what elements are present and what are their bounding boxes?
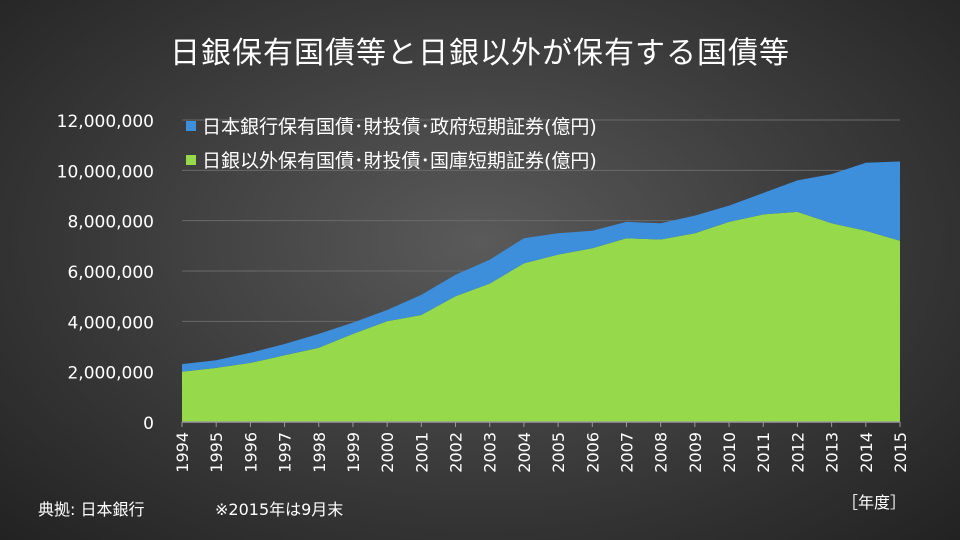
chart-title: 日銀保有国債等と日銀以外が保有する国債等 — [170, 36, 790, 71]
x-tick-label: 1996 — [241, 432, 260, 473]
x-tick-label: 2010 — [720, 432, 739, 473]
x-tick-label: 1999 — [344, 432, 363, 473]
x-tick-label: 2001 — [412, 432, 431, 473]
y-tick-label: 8,000,000 — [67, 213, 154, 233]
x-tick-label: 2005 — [549, 432, 568, 473]
x-tick-label: 2011 — [754, 432, 773, 473]
y-tick-label: 2,000,000 — [67, 364, 154, 384]
x-tick-label: 2000 — [378, 432, 397, 473]
x-tick-label: 2009 — [686, 432, 705, 473]
x-tick-label: 2015 — [891, 432, 910, 473]
x-tick-label: 2002 — [447, 432, 466, 473]
legend-swatch — [186, 155, 196, 165]
legend-label: 日銀以外保有国債･財投債･国庫短期証券(億円) — [202, 150, 597, 172]
y-tick-label: 6,000,000 — [67, 263, 154, 283]
series-area-others — [182, 211, 900, 422]
y-axis: 0 2,000,000 4,000,000 6,000,000 8,000,000 10,… — [57, 112, 154, 434]
x-tick-label: 1995 — [207, 432, 226, 473]
x-tick-label: 2013 — [823, 432, 842, 473]
legend-swatch — [186, 121, 196, 131]
x-tick-label: 1994 — [173, 432, 192, 473]
x-tick-label: 2006 — [583, 432, 602, 473]
legend: 日本銀行保有国債･財投債･政府短期証券(億円) 日銀以外保有国債･財投債･国庫短期… — [186, 116, 597, 172]
x-tick-label: 1997 — [276, 432, 295, 473]
period-note: ※2015年は9月末 — [215, 500, 344, 519]
x-tick-label: 2012 — [788, 432, 807, 473]
x-tick-label: 2014 — [857, 432, 876, 473]
series-area-boj — [182, 161, 900, 372]
x-tick-label: 2004 — [515, 432, 534, 473]
x-tick-label: 2008 — [652, 432, 671, 473]
y-tick-label: 10,000,000 — [57, 162, 154, 182]
x-tick-label: 2003 — [481, 432, 500, 473]
x-tick-label: 1998 — [310, 432, 329, 473]
y-tick-label: 4,000,000 — [67, 313, 154, 333]
source-note: 典拠: 日本銀行 — [38, 500, 145, 519]
y-tick-label: 0 — [143, 414, 154, 434]
x-axis-unit-label: ［年度］ — [842, 493, 907, 512]
x-tick-label: 2007 — [617, 432, 636, 473]
x-axis: 1994 1995 1996 1997 1998 1999 2000 2001 2002 2003… — [173, 421, 910, 473]
legend-label: 日本銀行保有国債･財投債･政府短期証券(億円) — [202, 116, 597, 138]
y-tick-label: 12,000,000 — [57, 112, 154, 132]
series-areas — [182, 161, 900, 422]
